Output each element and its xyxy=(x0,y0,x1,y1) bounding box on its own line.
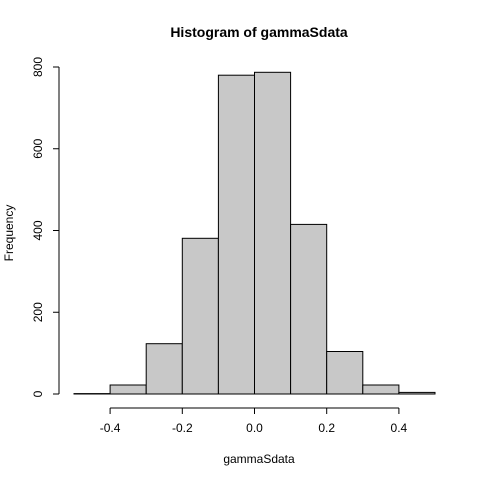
histogram-bar xyxy=(145,343,183,395)
y-tick-label: 200 xyxy=(31,302,45,322)
y-tick-label: 800 xyxy=(31,57,45,77)
x-tick-label: 0.2 xyxy=(318,421,335,435)
histogram-bar xyxy=(398,391,436,395)
x-axis: -0.4 -0.2 0.0 0.2 0.4 xyxy=(100,407,408,435)
y-tick-label: 0 xyxy=(31,390,45,397)
chart-title: Histogram of gammaSdata xyxy=(170,24,348,40)
histogram-bar xyxy=(290,223,328,395)
x-axis-label: gammaSdata xyxy=(223,452,295,466)
x-tick-label: -0.2 xyxy=(172,421,193,435)
y-tick-label: 600 xyxy=(31,138,45,158)
histogram-bar xyxy=(217,74,255,395)
histogram-bar xyxy=(181,237,219,395)
y-tick-label: 400 xyxy=(31,220,45,240)
x-tick-label: 0.0 xyxy=(246,421,263,435)
x-tick-label: -0.4 xyxy=(100,421,121,435)
histogram-bar xyxy=(109,384,147,395)
bars-group xyxy=(73,71,436,395)
x-tick-label: 0.4 xyxy=(391,421,408,435)
y-axis-label: Frequency xyxy=(2,205,16,262)
y-axis: 0 200 400 600 800 xyxy=(31,57,60,397)
histogram-bar xyxy=(362,384,400,395)
histogram-bar xyxy=(254,71,292,395)
histogram-bar xyxy=(326,351,364,395)
